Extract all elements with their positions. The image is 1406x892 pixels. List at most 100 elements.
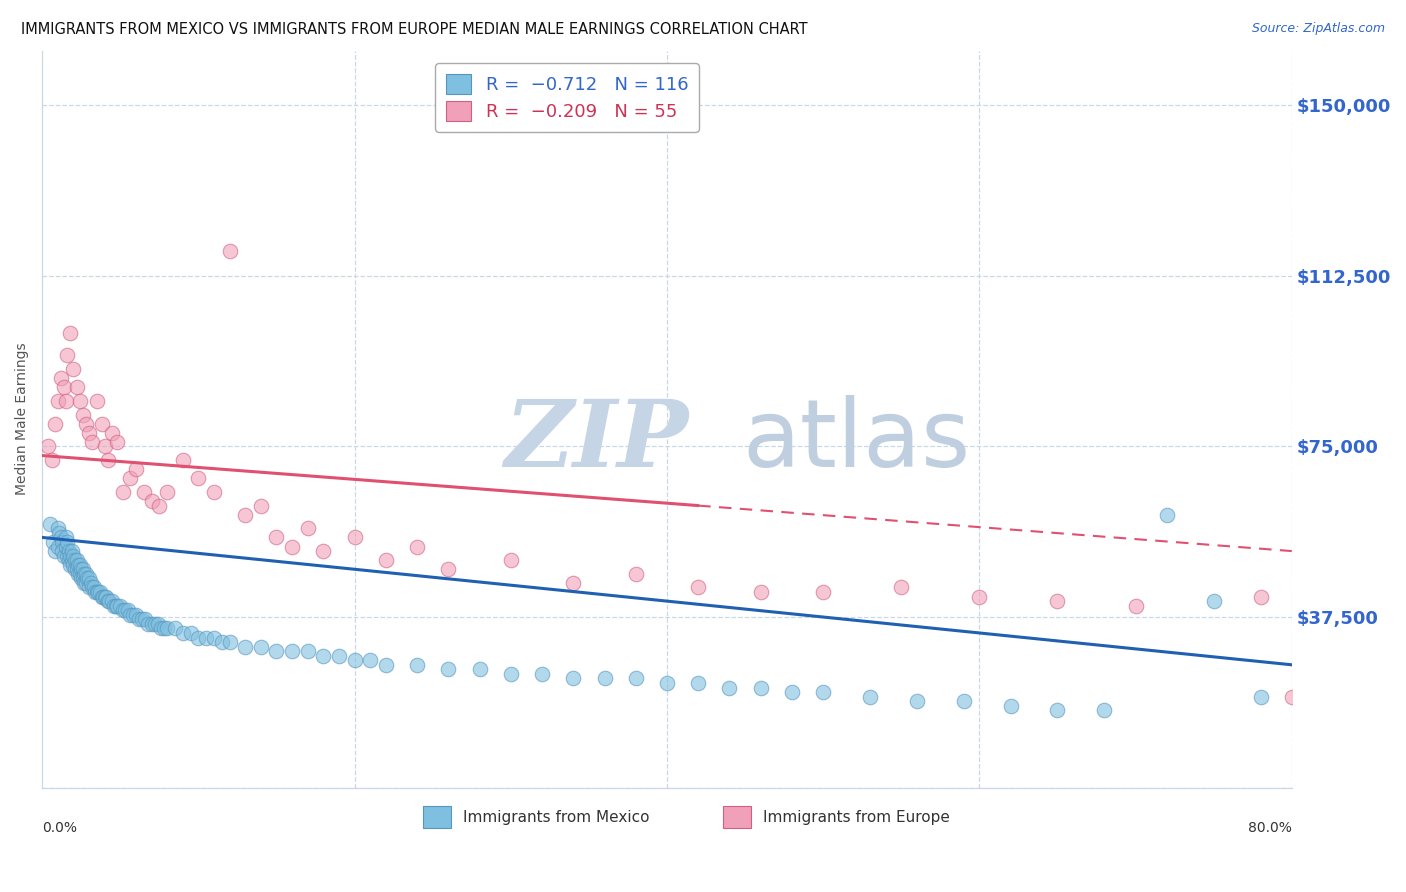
Point [97, 594, 120, 608]
Point [359, 653, 381, 667]
Point [343, 653, 366, 667]
Text: 0.0%: 0.0% [42, 822, 77, 835]
Point [84, 585, 107, 599]
Point [1202, 594, 1225, 608]
Legend: R =  −0.712   N = 116, R =  −0.209   N = 55: R = −0.712 N = 116, R = −0.209 N = 55 [434, 63, 699, 132]
Point [281, 644, 304, 658]
Point [112, 484, 135, 499]
Text: IMMIGRANTS FROM MEXICO VS IMMIGRANTS FROM EUROPE MEDIAN MALE EARNINGS CORRELATIO: IMMIGRANTS FROM MEXICO VS IMMIGRANTS FRO… [21, 22, 807, 37]
Point [69, 558, 91, 572]
Point [42, 535, 65, 549]
Point [297, 644, 319, 658]
Point [46, 521, 69, 535]
Point [65, 380, 87, 394]
Point [56, 535, 79, 549]
Point [114, 603, 136, 617]
Point [70, 571, 93, 585]
Point [141, 616, 163, 631]
Point [890, 581, 912, 595]
Point [67, 558, 90, 572]
Point [103, 599, 125, 613]
Point [73, 566, 96, 581]
Point [55, 394, 77, 409]
Point [98, 594, 121, 608]
Point [149, 621, 172, 635]
Point [117, 603, 139, 617]
Point [72, 562, 94, 576]
Point [51, 535, 73, 549]
Point [328, 648, 350, 663]
Point [266, 644, 288, 658]
Point [1125, 599, 1147, 613]
Point [91, 590, 114, 604]
Point [134, 612, 156, 626]
Point [82, 434, 104, 449]
Point [39, 516, 62, 531]
Point [163, 621, 186, 635]
Point [63, 553, 86, 567]
Point [72, 571, 94, 585]
Point [104, 599, 127, 613]
Point [138, 616, 160, 631]
Point [49, 371, 72, 385]
Point [83, 581, 105, 595]
Point [101, 594, 124, 608]
Point [531, 666, 554, 681]
Point [44, 544, 66, 558]
Point [86, 394, 108, 409]
Point [101, 425, 124, 440]
Point [75, 566, 97, 581]
Point [624, 566, 647, 581]
Point [952, 694, 974, 708]
Point [156, 621, 179, 635]
Point [55, 540, 77, 554]
Point [437, 662, 460, 676]
Point [75, 417, 97, 431]
Point [58, 544, 80, 558]
Point [105, 434, 128, 449]
Point [406, 540, 429, 554]
Point [172, 453, 194, 467]
Point [67, 566, 90, 581]
Point [90, 590, 112, 604]
Point [128, 612, 150, 626]
Point [905, 694, 928, 708]
Point [37, 440, 59, 454]
Point [624, 672, 647, 686]
Point [62, 362, 84, 376]
Point [56, 349, 79, 363]
Point [143, 616, 166, 631]
Point [59, 558, 82, 572]
Text: Immigrants from Mexico: Immigrants from Mexico [464, 810, 650, 824]
Point [56, 549, 79, 563]
Point [859, 690, 882, 704]
Point [1092, 703, 1115, 717]
Point [688, 581, 710, 595]
Point [121, 607, 143, 622]
Point [499, 553, 522, 567]
Point [53, 380, 76, 394]
Point [77, 571, 100, 585]
Point [105, 599, 128, 613]
Point [73, 575, 96, 590]
Point [118, 607, 141, 622]
Point [218, 244, 240, 258]
Point [374, 657, 396, 672]
Point [62, 558, 84, 572]
Point [562, 672, 585, 686]
Point [562, 575, 585, 590]
Point [593, 672, 616, 686]
Point [93, 440, 115, 454]
Point [131, 612, 153, 626]
Point [79, 575, 101, 590]
Point [59, 326, 82, 340]
Point [63, 562, 86, 576]
Point [70, 562, 93, 576]
Point [1250, 590, 1272, 604]
Point [655, 676, 678, 690]
Point [90, 417, 112, 431]
Point [468, 662, 491, 676]
Point [187, 471, 209, 485]
Point [1281, 690, 1303, 704]
Point [1000, 698, 1022, 713]
